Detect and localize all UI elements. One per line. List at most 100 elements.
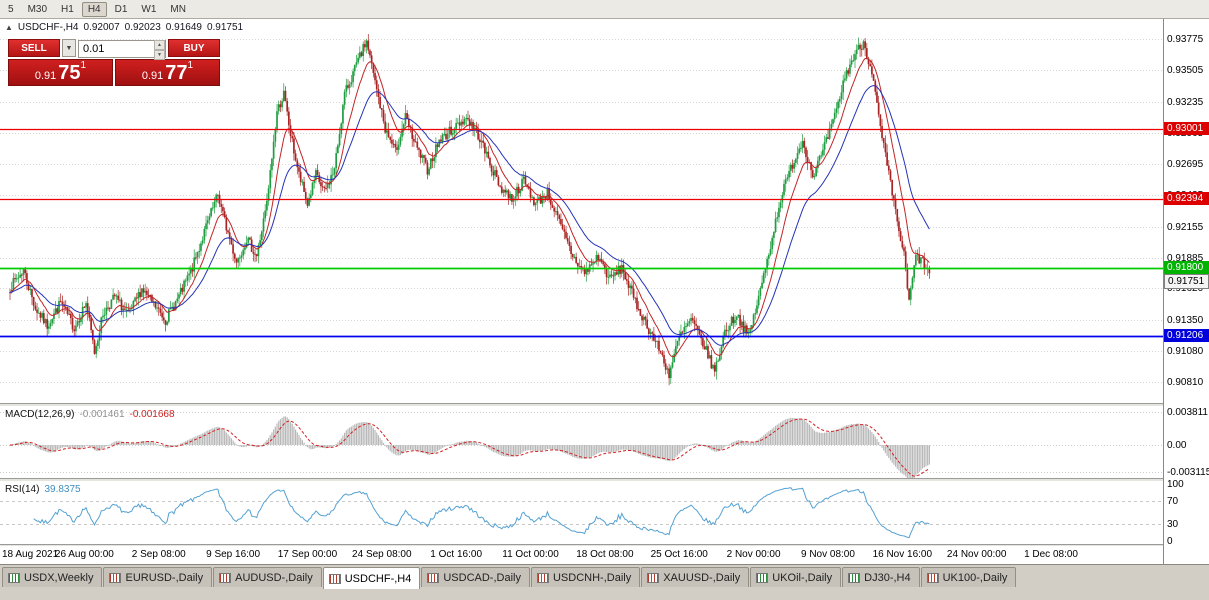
time-axis-label: 11 Oct 00:00 bbox=[502, 549, 559, 560]
price-axis-label: 0.93775 bbox=[1167, 34, 1204, 46]
volume-input[interactable] bbox=[78, 40, 166, 58]
chart-tab-icon bbox=[848, 572, 861, 583]
time-axis-label: 18 Aug 2021 bbox=[2, 549, 59, 560]
chart-tab-icon bbox=[427, 572, 440, 583]
chart-tab-label: EURUSD-,Daily bbox=[125, 571, 204, 584]
time-axis-label: 17 Sep 00:00 bbox=[277, 549, 338, 560]
pane-separator bbox=[0, 544, 1209, 547]
price-level-tag: 0.91206 bbox=[1164, 329, 1209, 343]
timeframe-button-w1[interactable]: W1 bbox=[141, 3, 157, 15]
rsi-axis-label: 100 bbox=[1167, 478, 1184, 490]
chart-tab-bar: USDX,Weekly EURUSD-,Daily AUDUSD-,Daily USD… bbox=[0, 564, 1209, 600]
chart-tab-uk100-[interactable]: UK100-,Daily bbox=[920, 567, 1017, 587]
timeframe-button-h4[interactable]: H4 bbox=[81, 1, 107, 17]
price-level-tag: 0.91751 bbox=[1164, 274, 1209, 290]
chart-tab-eurusd-[interactable]: EURUSD-,Daily bbox=[103, 567, 213, 587]
timeframe-button-mn[interactable]: MN bbox=[170, 3, 186, 15]
ohlc-close: 0.91751 bbox=[206, 22, 244, 33]
chart-tab-audusd-[interactable]: AUDUSD-,Daily bbox=[213, 567, 322, 587]
chart-tab-label: UKOil-,Daily bbox=[772, 571, 833, 584]
chart-tab-label: DJ30-,H4 bbox=[864, 571, 911, 584]
buy-button[interactable]: BUY bbox=[168, 39, 220, 57]
chart-tab-label: XAUUSD-,Daily bbox=[663, 571, 741, 584]
price-axis-label: 0.91885 bbox=[1167, 252, 1204, 264]
macd-axis-label: 0.00 bbox=[1167, 440, 1187, 452]
sell-button[interactable]: SELL bbox=[8, 39, 60, 57]
rsi-indicator-pane[interactable] bbox=[0, 481, 1163, 544]
time-axis-label: 24 Nov 00:00 bbox=[946, 549, 1007, 560]
time-axis-label: 24 Sep 08:00 bbox=[352, 549, 412, 560]
price-level-tag: 0.92394 bbox=[1164, 191, 1209, 205]
timeframe-button-h1[interactable]: H1 bbox=[61, 3, 74, 15]
chart-tab-usdx[interactable]: USDX,Weekly bbox=[2, 567, 103, 587]
collapse-subwindow-icon[interactable]: ▲ bbox=[5, 23, 13, 32]
price-axis-label: 0.93505 bbox=[1167, 65, 1204, 77]
chart-tab-dj30-[interactable]: DJ30-,H4 bbox=[842, 567, 920, 587]
sell-price-display[interactable]: 0.91 75 1 bbox=[8, 59, 113, 86]
rsi-readout: RSI(14) 39.8375 bbox=[5, 484, 81, 495]
time-axis-label: 26 Aug 00:00 bbox=[54, 549, 114, 560]
rsi-axis-label: 30 bbox=[1167, 518, 1179, 530]
time-axis-label: 9 Nov 08:00 bbox=[800, 549, 855, 560]
macd-axis-label: 0.003811 bbox=[1167, 406, 1208, 418]
time-axis-label: 1 Oct 16:00 bbox=[430, 549, 483, 560]
chart-tab-icon bbox=[536, 572, 549, 583]
chart-tab-icon bbox=[328, 573, 341, 584]
price-level-tag: 0.93001 bbox=[1164, 121, 1209, 135]
chart-tab-icon bbox=[926, 572, 939, 583]
chart-tab-label: UK100-,Daily bbox=[942, 571, 1008, 584]
macd-indicator-pane[interactable] bbox=[0, 406, 1163, 478]
chart-tab-label: USDCNH-,Daily bbox=[552, 571, 632, 584]
buy-price-pips: 77 bbox=[165, 62, 188, 84]
chart-tab-label: USDX,Weekly bbox=[24, 571, 94, 584]
chart-tab-icon bbox=[756, 572, 769, 583]
price-axis-label: 0.92695 bbox=[1167, 159, 1204, 171]
time-axis-label: 25 Oct 16:00 bbox=[650, 549, 708, 560]
time-axis-label: 2 Sep 08:00 bbox=[131, 549, 186, 560]
chart-symbol-label: USDCHF-,H4 bbox=[17, 22, 79, 33]
sell-price-fraction: 1 bbox=[80, 60, 87, 71]
timeframe-button-d1[interactable]: D1 bbox=[114, 3, 128, 15]
time-axis[interactable]: 18 Aug 2021 26 Aug 00:00 2 Sep 08:00 9 Sep … bbox=[0, 546, 1163, 564]
buy-price-base: 0.91 bbox=[141, 70, 164, 82]
chart-ohlc-readout: ▲ USDCHF-,H4 0.92007 0.92023 0.91649 0.9… bbox=[5, 22, 243, 33]
price-axis-label: 0.91080 bbox=[1167, 345, 1204, 357]
volume-spin-down-icon[interactable]: ▼ bbox=[154, 50, 165, 60]
timeframe-button-m30[interactable]: M30 bbox=[27, 3, 48, 15]
pane-separator[interactable] bbox=[0, 403, 1209, 406]
chart-tab-xauusd-[interactable]: XAUUSD-,Daily bbox=[641, 567, 750, 587]
chart-window: ▲ USDCHF-,H4 0.92007 0.92023 0.91649 0.9… bbox=[0, 19, 1209, 564]
chart-tab-label: USDCHF-,H4 bbox=[344, 572, 412, 585]
chart-tab-usdchf-[interactable]: USDCHF-,H4 bbox=[322, 567, 421, 589]
chart-tab-icon bbox=[647, 572, 660, 583]
price-axis-label: 0.92155 bbox=[1167, 221, 1204, 233]
sell-price-base: 0.91 bbox=[34, 70, 57, 82]
ohlc-open: 0.92007 bbox=[83, 22, 120, 33]
price-axis-label: 0.93235 bbox=[1167, 96, 1204, 108]
macd-axis-label: -0.003115 bbox=[1167, 467, 1209, 479]
timeframe-button-5[interactable]: 5 bbox=[8, 3, 14, 15]
time-axis-label: 9 Sep 16:00 bbox=[206, 549, 261, 560]
one-click-trading-panel: SELL ▼ ▲ ▼ BUY 0.91 75 1 0.91 77 1 bbox=[8, 39, 220, 86]
pane-separator[interactable] bbox=[0, 478, 1209, 481]
chart-tab-label: USDCAD-,Daily bbox=[443, 571, 521, 584]
buy-price-display[interactable]: 0.91 77 1 bbox=[115, 59, 220, 86]
chart-tab-ukoil-[interactable]: UKOil-,Daily bbox=[750, 567, 842, 587]
price-axis[interactable]: 0.937750.935050.932350.929650.926950.924… bbox=[1163, 19, 1209, 564]
chart-tab-label: AUDUSD-,Daily bbox=[235, 571, 313, 584]
volume-spin-up-icon[interactable]: ▲ bbox=[154, 40, 165, 50]
chart-tab-usdcnh-[interactable]: USDCNH-,Daily bbox=[530, 567, 641, 587]
time-axis-label: 1 Dec 08:00 bbox=[1024, 549, 1078, 560]
chart-tab-icon bbox=[109, 572, 122, 583]
chart-tab-icon bbox=[219, 572, 232, 583]
rsi-axis-label: 70 bbox=[1167, 496, 1179, 508]
volume-dropdown-button[interactable]: ▼ bbox=[62, 39, 76, 57]
time-axis-label: 16 Nov 16:00 bbox=[872, 549, 933, 560]
macd-main-value: -0.001461 bbox=[79, 409, 125, 420]
ohlc-high: 0.92023 bbox=[124, 22, 161, 33]
time-axis-label: 2 Nov 00:00 bbox=[726, 549, 781, 560]
chart-tab-usdcad-[interactable]: USDCAD-,Daily bbox=[421, 567, 530, 587]
ohlc-low: 0.91649 bbox=[165, 22, 202, 33]
timeframe-toolbar: 5 M30 H1 H4 D1 W1 MN bbox=[0, 0, 1209, 19]
time-axis-label: 18 Oct 08:00 bbox=[576, 549, 634, 560]
